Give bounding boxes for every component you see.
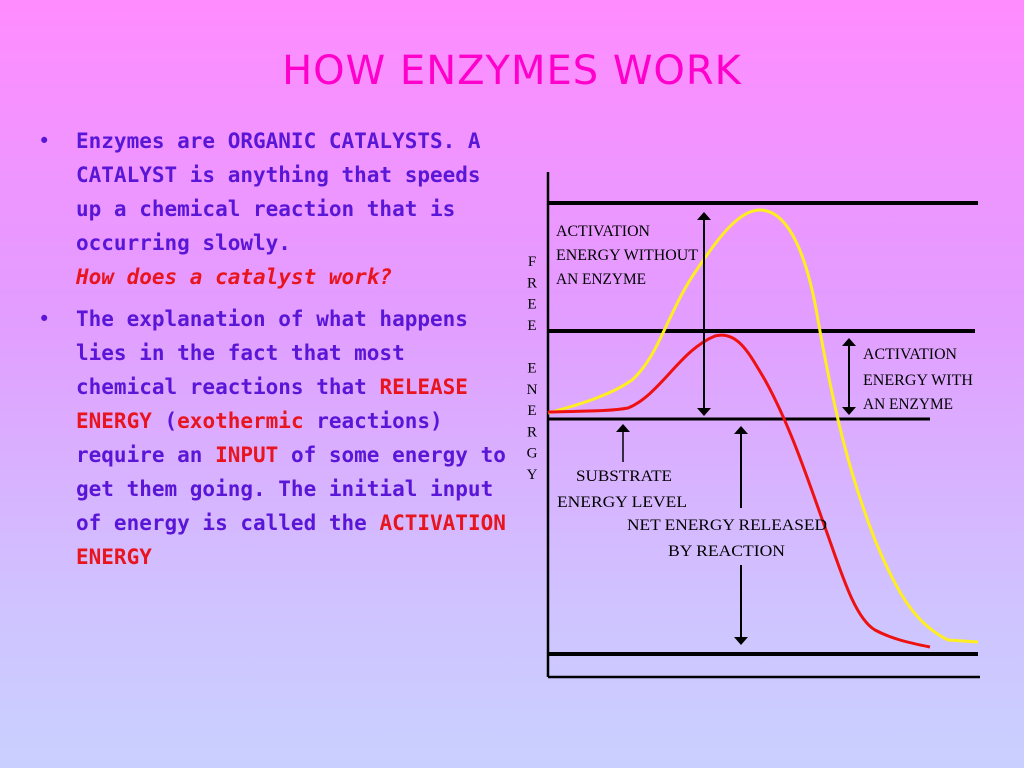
y-axis-letter: G	[527, 446, 538, 462]
bullet-dot-icon: •	[38, 129, 51, 153]
bullet-dot-icon: •	[38, 307, 51, 331]
catalyst-definition: Enzymes are ORGANIC CATALYSTS. A CATALYS…	[76, 129, 481, 255]
exothermic-term: exothermic	[177, 409, 304, 433]
bullet-item-explanation: • The explanation of what happens lies i…	[28, 302, 508, 574]
activation-energy-term: ACTIVATION ENERGY	[76, 511, 506, 569]
label-activation-with-line1: ACTIVATION	[863, 346, 957, 363]
explanation-text-1: The explanation of what happens lies in …	[76, 307, 468, 399]
y-axis-letter: E	[527, 403, 536, 419]
slide-title: HOW ENZYMES WORK	[282, 48, 742, 94]
explanation-text-2: (	[151, 409, 178, 433]
y-axis-letter: N	[527, 382, 538, 398]
explanation-text-4: of some energy to get them going. The in…	[76, 443, 506, 535]
label-activation-without-line1: ACTIVATION	[556, 223, 650, 240]
y-axis-letter: E	[527, 361, 536, 377]
y-axis-letter: Y	[527, 467, 538, 483]
catalyst-question: How does a catalyst work?	[76, 265, 393, 289]
y-axis-letter: E	[527, 318, 536, 334]
release-energy-term: RELEASE ENERGY	[76, 375, 468, 433]
y-axis-letter: R	[527, 424, 537, 440]
y-axis-letter: F	[528, 254, 536, 270]
curve-without-enzyme	[547, 208, 979, 644]
label-substrate-line2: ENERGY LEVEL	[557, 494, 687, 511]
curve-with-enzyme	[547, 333, 931, 649]
label-activation-without-line2: ENERGY WITHOUT	[556, 247, 698, 264]
label-net-energy-line1: NET ENERGY RELEASED	[627, 517, 827, 534]
label-substrate-line1: SUBSTRATE	[576, 468, 672, 485]
bullet-item-catalyst: • Enzymes are ORGANIC CATALYSTS. A CATAL…	[28, 124, 508, 294]
bullet-list: • Enzymes are ORGANIC CATALYSTS. A CATAL…	[28, 124, 508, 582]
label-net-energy-line2: BY REACTION	[668, 543, 785, 560]
y-axis-letter: E	[527, 297, 536, 313]
y-axis-letter: R	[527, 275, 537, 291]
label-activation-with-line2: ENERGY WITH	[863, 372, 973, 389]
label-activation-without-line3: AN ENZYME	[556, 271, 646, 288]
explanation-text-3: reactions) require an	[76, 409, 443, 467]
input-term: INPUT	[215, 443, 279, 467]
label-activation-with-line3: AN ENZYME	[863, 396, 953, 413]
